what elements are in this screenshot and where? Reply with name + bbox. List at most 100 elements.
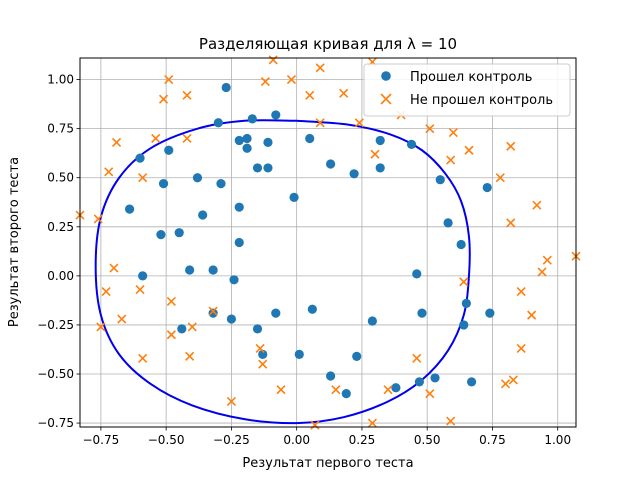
passed-point <box>242 143 252 153</box>
passed-point <box>213 118 223 128</box>
failed-point <box>166 296 176 306</box>
failed-point-stroke <box>370 149 380 159</box>
failed-point <box>182 133 192 144</box>
failed-point-stroke <box>412 353 422 363</box>
failed-point <box>459 277 469 287</box>
y-tick-label: 0.00 <box>47 269 74 283</box>
failed-point-stroke <box>286 75 297 85</box>
failed-point-stroke <box>331 385 341 395</box>
y-tick-label: 0.25 <box>47 220 74 234</box>
failed-point <box>258 359 268 369</box>
legend-marker-passed <box>381 71 391 81</box>
failed-point <box>506 141 516 151</box>
failed-point <box>516 287 526 297</box>
failed-point-stroke <box>506 218 516 228</box>
failed-point-stroke <box>315 118 325 128</box>
passed-point <box>435 175 445 185</box>
failed-point <box>339 88 349 98</box>
y-tick-label: 0.50 <box>47 171 74 185</box>
failed-point <box>527 310 537 320</box>
failed-point-stroke <box>367 418 377 428</box>
failed-point-stroke <box>138 173 148 183</box>
failed-point-stroke <box>542 255 552 265</box>
failed-point <box>185 351 195 361</box>
failed-point <box>305 90 315 100</box>
failed-point-stroke <box>506 141 516 151</box>
failed-point <box>383 385 393 395</box>
failed-point-stroke <box>276 385 286 395</box>
passed-point <box>242 133 252 144</box>
passed-point <box>430 373 440 383</box>
x-axis-ticks: −0.75 −0.50 −0.25 0.00 0.25 0.50 0.75 1.00 <box>82 427 571 447</box>
failed-point-stroke <box>208 306 218 316</box>
passed-point <box>307 304 317 314</box>
failed-point <box>310 420 320 430</box>
failed-point <box>315 118 325 128</box>
x-axis-label: Результат первого теста <box>242 456 413 471</box>
passed-point <box>135 153 145 163</box>
boundary-series <box>94 119 471 425</box>
failed-point-stroke <box>527 310 537 320</box>
failed-point <box>138 353 148 363</box>
failed-point-stroke <box>101 287 111 297</box>
passed-point <box>252 324 263 334</box>
x-tick-label: 0.50 <box>414 433 441 447</box>
passed-point <box>263 137 273 147</box>
passed-point <box>138 271 148 281</box>
failed-point-stroke <box>532 200 542 210</box>
failed-point <box>104 167 114 177</box>
failed-point-stroke <box>260 76 270 87</box>
passed-point <box>271 110 281 120</box>
failed-point <box>495 173 505 183</box>
failed-point-stroke <box>516 287 526 297</box>
passed-point <box>198 210 208 220</box>
failed-point-stroke <box>93 214 103 224</box>
legend-frame <box>363 63 571 117</box>
passed-point <box>289 192 299 202</box>
failed-point <box>158 94 169 104</box>
passed-point <box>185 265 195 275</box>
failed-point-stroke <box>459 277 469 287</box>
failed-point-stroke <box>117 314 127 324</box>
passed-point <box>352 351 362 361</box>
failed-point <box>151 133 161 144</box>
failed-point-stroke <box>315 63 325 73</box>
failed-point-stroke <box>516 343 526 354</box>
failed-point-stroke <box>151 133 161 144</box>
passed-point <box>158 179 169 189</box>
passed-point <box>466 377 477 387</box>
failed-point-stroke <box>446 155 456 165</box>
failed-point <box>448 128 458 138</box>
failed-point <box>260 76 270 87</box>
failed-point <box>446 155 456 165</box>
failed-point-stroke <box>446 416 456 426</box>
plot-background <box>80 58 576 427</box>
failed-point <box>166 330 176 340</box>
passed-point <box>417 308 427 318</box>
y-tick-label: −0.25 <box>37 318 74 332</box>
failed-point-stroke <box>425 124 435 134</box>
legend: Прошел контроль Не прошел контроль <box>363 63 571 117</box>
failed-point <box>412 353 422 363</box>
failed-point-stroke <box>187 322 197 332</box>
failed-point <box>117 314 127 324</box>
passed-point <box>406 139 417 149</box>
y-tick-label: −0.50 <box>37 367 74 381</box>
passed-point <box>294 349 304 359</box>
passed-point <box>234 135 244 146</box>
plot-area: −0.75 −0.50 −0.25 0.00 0.25 0.50 0.75 1.00 −0.7… <box>37 55 581 447</box>
failed-point <box>508 375 518 385</box>
failed-point <box>354 118 364 128</box>
legend-marker-failed <box>380 93 392 105</box>
series-layer <box>75 55 581 430</box>
passed-point <box>247 114 257 124</box>
failed-point <box>109 263 119 273</box>
failed-point <box>101 287 111 297</box>
x-tick-label: 0.75 <box>479 433 506 447</box>
passed-point <box>459 320 469 330</box>
failed-point <box>93 214 103 224</box>
failed-point-stroke <box>166 330 176 340</box>
failed-point-stroke <box>383 385 393 395</box>
failed-point-stroke <box>495 173 505 183</box>
passed-point <box>192 173 203 183</box>
